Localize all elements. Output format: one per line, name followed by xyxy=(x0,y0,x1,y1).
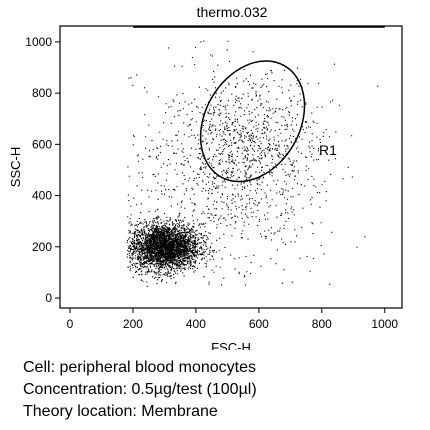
plot-frame xyxy=(59,25,403,309)
gate-r1-ellipse xyxy=(199,60,306,183)
x-tick-label: 1000 xyxy=(371,317,398,331)
y-tick-label: 800 xyxy=(32,86,52,100)
event-dots xyxy=(126,40,379,287)
y-tick-label: 400 xyxy=(32,189,52,203)
gates: R1 xyxy=(199,60,337,183)
y-tick-label: 1000 xyxy=(25,35,52,49)
x-tick-label: 0 xyxy=(67,317,74,331)
y-tick-label: 200 xyxy=(32,240,52,254)
y-tick-label: 600 xyxy=(32,137,52,151)
x-tick-label: 400 xyxy=(186,317,206,331)
y-axis-label: SSC-H xyxy=(8,147,23,187)
gate-r1-label: R1 xyxy=(319,142,337,158)
y-tick-label: 0 xyxy=(45,291,52,305)
x-axis-label: FSC-H xyxy=(211,340,251,350)
x-tick-label: 200 xyxy=(123,317,143,331)
data-points xyxy=(126,26,385,287)
caption-cell: Cell: peripheral blood monocytes xyxy=(23,359,257,376)
chart-title: thermo.032 xyxy=(197,4,268,20)
caption-concentration: Concentration: 0.5µg/test (100µl) xyxy=(23,381,257,398)
flow-cytometry-plot: thermo.032 0 200 400 600 800 1000 0 200 400 600 8… xyxy=(8,4,403,350)
x-tick-label: 800 xyxy=(312,317,332,331)
caption-location: Theory location: Membrane xyxy=(23,403,218,420)
y-axis: 0 200 400 600 800 1000 xyxy=(25,35,60,305)
x-tick-label: 600 xyxy=(249,317,269,331)
x-axis: 0 200 400 600 800 1000 xyxy=(67,308,398,331)
